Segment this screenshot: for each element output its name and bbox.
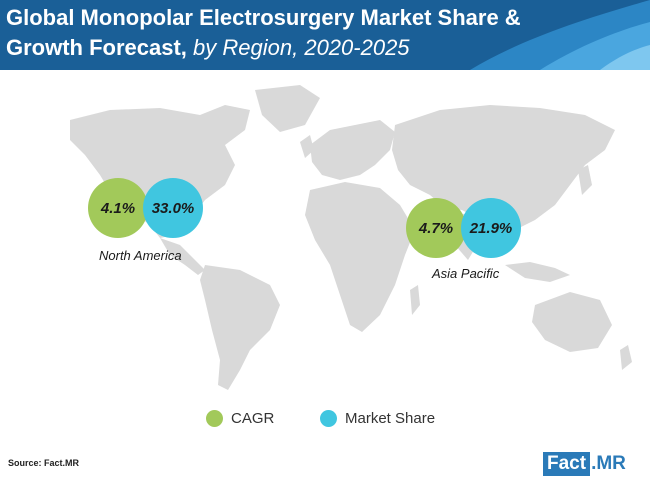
map-africa — [305, 182, 415, 332]
map-greenland — [255, 85, 320, 132]
map-central-america — [160, 238, 205, 275]
header-decoration — [470, 0, 650, 70]
north-america-label: North America — [99, 248, 182, 263]
source-note: Source: Fact.MR — [8, 458, 80, 468]
map-europe — [310, 120, 395, 180]
asia-pacific-label: Asia Pacific — [432, 266, 500, 281]
header-banner: Global Monopolar Electrosurgery Market S… — [0, 0, 650, 70]
title-main: Global Monopolar Electrosurgery Market S… — [6, 5, 521, 60]
map-japan — [578, 165, 592, 195]
world-map — [70, 85, 632, 390]
map-south-america — [200, 265, 280, 390]
legend-market-share: Market Share — [320, 410, 435, 427]
asia-pacific-market-share-value: 21.9% — [469, 219, 513, 237]
asia-pacific-cagr-bubble: 4.7% — [406, 198, 466, 258]
map-se-asia — [505, 262, 570, 282]
map-uk — [300, 135, 314, 158]
asia-pacific-market-share-bubble: 21.9% — [461, 198, 521, 258]
logo-box: Fact — [543, 452, 591, 476]
asia-pacific-cagr-value: 4.7% — [418, 219, 454, 237]
factmr-logo: Fact .MR — [543, 452, 626, 476]
map-new-zealand — [620, 345, 632, 370]
logo-rest: .MR — [591, 453, 626, 474]
legend-cagr-label: CAGR — [231, 410, 275, 427]
map-australia — [532, 292, 612, 352]
legend-market-share-swatch — [320, 410, 337, 427]
legend-cagr-swatch — [206, 410, 223, 427]
legend-market-share-label: Market Share — [345, 410, 436, 427]
north-america-cagr-value: 4.1% — [100, 199, 136, 217]
page-title: Global Monopolar Electrosurgery Market S… — [6, 3, 566, 63]
north-america-cagr-bubble: 4.1% — [88, 178, 148, 238]
north-america-market-share-bubble: 33.0% — [143, 178, 203, 238]
north-america-market-share-value: 33.0% — [151, 199, 195, 217]
legend-cagr: CAGR — [206, 410, 274, 427]
map-north-america — [70, 105, 250, 238]
title-sub: by Region, 2020-2025 — [193, 35, 410, 60]
map-madagascar — [410, 285, 420, 315]
